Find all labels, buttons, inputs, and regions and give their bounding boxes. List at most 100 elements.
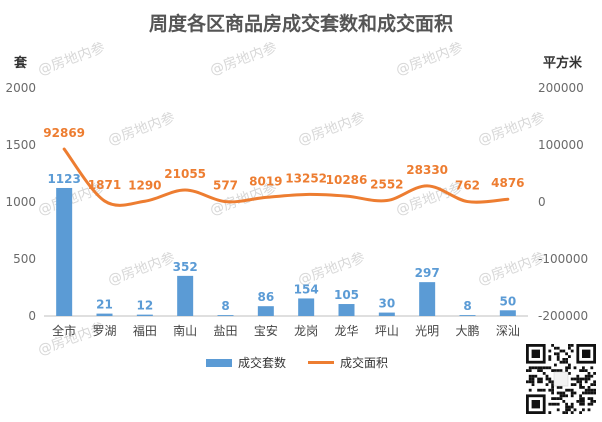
qr-module [568, 408, 571, 412]
right-tick-label: 200000 [538, 81, 584, 95]
bar-data-label: 154 [294, 282, 319, 296]
qr-module [570, 377, 574, 381]
x-tick-label: 龙岗 [294, 324, 318, 338]
legend-line-swatch [308, 361, 334, 364]
qr-module [568, 372, 571, 375]
qr-module [559, 360, 563, 364]
qr-module [537, 380, 540, 384]
qr-module [534, 374, 538, 378]
legend-label-count: 成交套数 [238, 356, 287, 370]
qr-module [551, 344, 554, 347]
qr-module [579, 402, 582, 406]
legend-item-count: 成交套数 [206, 354, 286, 371]
qr-module [570, 405, 574, 409]
qr-module [593, 372, 596, 375]
qr-module [556, 358, 560, 361]
qr-module [554, 397, 557, 400]
bar [459, 315, 476, 316]
qr-module [582, 377, 585, 381]
qr-module [526, 380, 529, 384]
left-tick-label: 500 [13, 252, 36, 266]
qr-module [565, 405, 568, 409]
qr-module [587, 372, 591, 375]
qr-module [590, 388, 594, 392]
qr-module [545, 374, 549, 378]
bar-data-label: 8 [463, 299, 471, 313]
qr-module [568, 388, 571, 392]
legend-bar-swatch [206, 358, 232, 367]
qr-code-icon [526, 344, 596, 414]
qr-module [565, 394, 568, 398]
qr-module [568, 363, 571, 367]
watermark-text: @房地内参 [296, 109, 368, 149]
qr-module [593, 380, 596, 384]
qr-module [559, 397, 563, 400]
bar-data-label: 1123 [47, 172, 80, 186]
qr-module [565, 388, 568, 392]
bar-data-label: 86 [257, 290, 274, 304]
qr-module [568, 366, 571, 370]
watermark-text: @房地内参 [36, 39, 108, 79]
right-tick-label: -100000 [538, 252, 588, 266]
qr-finder-core [531, 349, 540, 358]
qr-module [537, 377, 540, 381]
qr-module [528, 388, 532, 392]
qr-module [542, 366, 546, 370]
qr-module [556, 369, 560, 372]
qr-module [573, 366, 577, 370]
qr-module [531, 383, 535, 386]
qr-module [570, 391, 574, 395]
qr-module [562, 358, 566, 361]
qr-module [570, 411, 574, 414]
qr-module [587, 402, 591, 406]
left-tick-label: 1500 [5, 138, 36, 152]
qr-module [537, 369, 540, 372]
qr-module [551, 386, 554, 389]
qr-module [551, 388, 554, 392]
bar-data-label: 297 [415, 266, 440, 280]
bar [378, 312, 395, 316]
qr-module [582, 386, 585, 389]
line-data-label: 8019 [249, 174, 282, 188]
qr-module [554, 402, 557, 406]
qr-module [590, 391, 594, 395]
watermark-text: @房地内参 [106, 249, 178, 289]
bar [177, 275, 194, 316]
left-tick-label: 0 [28, 309, 36, 323]
qr-module [556, 352, 560, 356]
qr-module [554, 363, 557, 367]
qr-module [559, 369, 563, 372]
qr-module [537, 388, 540, 392]
qr-module [562, 391, 566, 395]
qr-module [573, 408, 577, 412]
watermark-text: @房地内参 [476, 249, 548, 289]
qr-module [562, 394, 566, 398]
qr-module [587, 397, 591, 400]
bar-data-label: 352 [173, 260, 198, 274]
qr-module [579, 380, 582, 384]
bar-data-label: 105 [334, 288, 359, 302]
line-data-label: 13252 [285, 171, 327, 185]
qr-module [590, 366, 594, 370]
qr-module [556, 391, 560, 395]
qr-module [579, 377, 582, 381]
qr-module [568, 346, 571, 350]
line-series [62, 147, 510, 207]
legend: 成交套数 成交面积 [0, 354, 602, 374]
qr-module [554, 369, 557, 372]
qr-module [584, 380, 588, 384]
line-data-label: 2552 [370, 178, 403, 192]
line-data-label: 92869 [43, 126, 85, 140]
qr-module [548, 355, 552, 358]
qr-module [565, 358, 568, 361]
line-data-label: 10286 [326, 173, 368, 187]
axes-layer: 0 500 1000 1500 2000 -200000 -100000 0 100000 200… [5, 81, 588, 338]
qr-module [559, 391, 563, 395]
qr-module [542, 388, 546, 392]
bar-data-label: 12 [136, 299, 153, 313]
qr-module [579, 397, 582, 400]
line-data-label: 4876 [491, 176, 524, 190]
qr-module [582, 369, 585, 372]
qr-module [556, 355, 560, 358]
qr-module [587, 374, 591, 378]
